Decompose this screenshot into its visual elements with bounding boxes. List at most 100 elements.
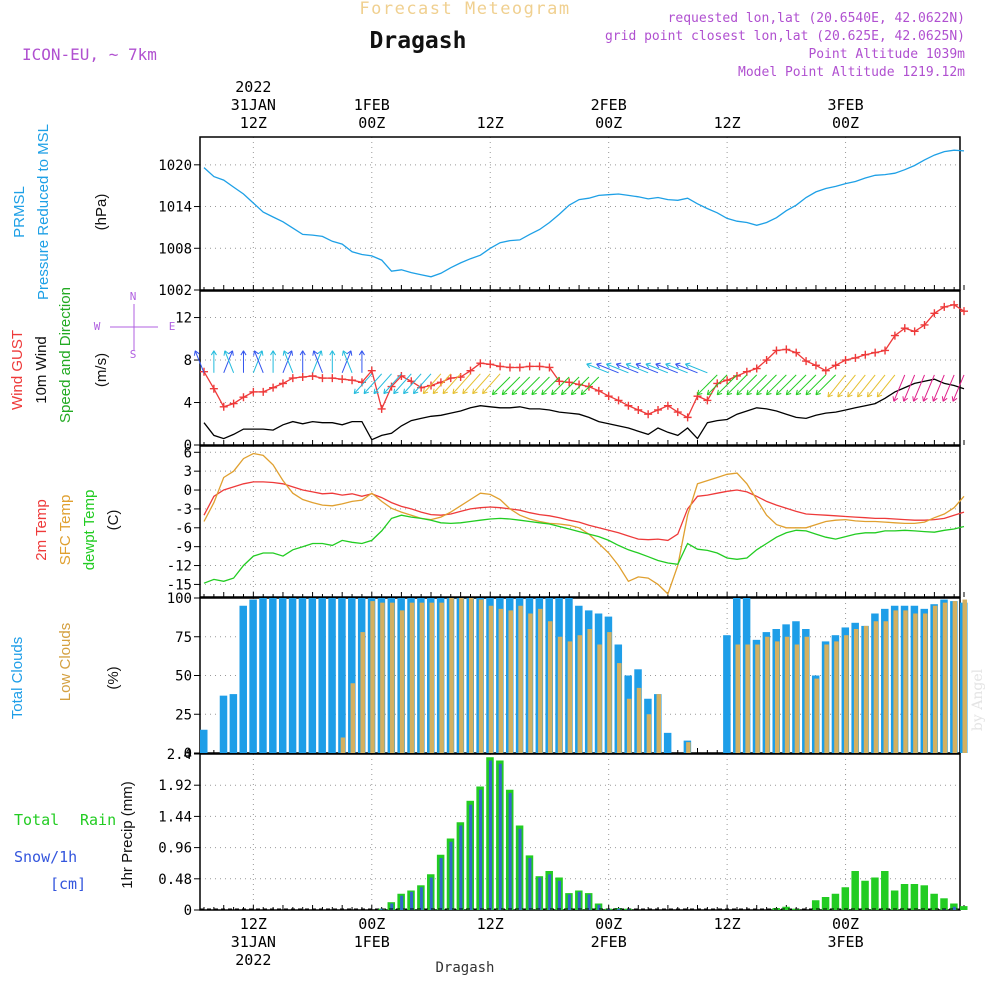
bottom-axis-label: 00Z (832, 915, 859, 933)
snow-bar (380, 908, 384, 910)
total-cloud-bar (663, 732, 672, 753)
wind-arrow (253, 350, 264, 373)
pressure-frame (199, 136, 961, 291)
pressure-ytick-label: 1008 (158, 241, 192, 257)
wind-arrow-head (805, 389, 811, 396)
low-cloud-bar (923, 613, 928, 753)
wind-arrow-head (696, 389, 703, 396)
wind-arrow (432, 373, 452, 394)
temp-dewpt-label: dewpt Temp (81, 490, 98, 571)
wind-arrow (586, 363, 609, 374)
snow-bar (538, 877, 542, 910)
wind-arrow-head (253, 350, 259, 356)
low-cloud-bar (626, 698, 632, 753)
gust-marker (525, 362, 534, 371)
wind-arrow (521, 376, 540, 395)
wind-arrow-head (501, 389, 508, 396)
snow-bar (429, 877, 433, 910)
gust-marker (683, 413, 692, 422)
gust-marker (782, 345, 791, 354)
snow-bar (548, 874, 552, 910)
wind-arrow (913, 374, 925, 402)
gust-marker (881, 346, 890, 355)
total-cloud-bar (278, 598, 287, 753)
wind-arrow (697, 374, 718, 396)
rain-label: Rain (80, 811, 116, 829)
gust-marker (476, 359, 485, 368)
gust-marker (446, 374, 455, 383)
gust-marker (732, 371, 741, 380)
wind-arrow-head (795, 389, 802, 396)
wind-arrow-head (922, 396, 928, 402)
low-cloud-bar (488, 605, 494, 753)
gust-marker (802, 357, 811, 366)
wind-arrow (922, 374, 935, 402)
wind-arrow-head (422, 388, 429, 395)
wind-arrow-head (876, 391, 883, 398)
temp-ytick-label: 0 (184, 483, 192, 499)
rain-bar (851, 871, 859, 910)
wind-arrow (893, 374, 906, 402)
low-cloud-bar (765, 636, 770, 753)
wind-arrow (616, 363, 639, 374)
wind-arrow (736, 374, 758, 396)
wind-arrow (876, 374, 896, 398)
wind-arrow-head (363, 388, 369, 395)
pressure-panel: 1002 1008 1014 1020 (158, 136, 965, 299)
wind-arrow-head (452, 388, 458, 395)
low-cloud-bar (340, 737, 346, 753)
compass-rose: N W E S (94, 290, 176, 361)
wind-arrow-head (240, 350, 247, 356)
temp-ytick-label: -12 (167, 559, 192, 575)
wind-arrow-head (912, 396, 918, 402)
prmsl-label: PRMSL (11, 186, 28, 238)
gust-marker (940, 302, 949, 311)
clouds-panel: 0 25 50 75 100 (167, 591, 968, 762)
wind-arrow (857, 374, 876, 398)
gust-marker (930, 309, 939, 318)
wind-arrow (795, 374, 817, 396)
low-cloud-bar (350, 683, 356, 753)
wind-arrow-head (353, 388, 360, 395)
snow-bar (498, 763, 502, 910)
low-cloud-bar (873, 621, 879, 753)
gust-marker (654, 405, 663, 414)
low-cloud-bar (942, 602, 948, 753)
temp-ytick-label: 3 (184, 464, 192, 480)
wind-arrow-head (341, 350, 348, 356)
snow-bar (617, 908, 621, 910)
pressure-panel-labels: PRMSL Pressure Reduced to MSL (hPa) (11, 124, 110, 300)
wind-arrow-head (892, 396, 899, 402)
low-cloud-bar (834, 641, 839, 753)
snow-bar (439, 858, 443, 910)
wind-arrow (665, 363, 688, 374)
wind-arrow (442, 373, 461, 394)
low-cloud-bar (478, 599, 484, 753)
compass-e: E (169, 320, 176, 333)
wind-ytick-label: 4 (184, 396, 192, 412)
low-clouds-label: Low Clouds (57, 623, 74, 701)
wind-arrow-head (442, 388, 448, 395)
bottom-axis-label: 12Z (477, 915, 504, 933)
gust-marker (505, 363, 514, 372)
low-cloud-bar (784, 636, 790, 753)
wind-arrow (283, 350, 294, 373)
wind-arrow-head (511, 389, 518, 396)
wind-line (203, 378, 965, 441)
low-cloud-bar (932, 605, 938, 753)
wind-arrow-head (223, 350, 230, 356)
gust-marker (555, 377, 564, 386)
gust-marker (920, 320, 929, 329)
wind-arrow (867, 374, 886, 398)
clouds-ytick-label: 75 (175, 630, 192, 646)
wind-arrow (766, 374, 787, 396)
low-cloud-bar (498, 608, 504, 753)
wind-arrow (194, 350, 205, 373)
gust-marker (535, 362, 544, 371)
gust-marker (377, 404, 386, 413)
snow-bar (607, 909, 611, 910)
low-cloud-bar (429, 602, 435, 753)
watermark: by Angel (970, 668, 986, 731)
low-cloud-bar (409, 602, 415, 753)
wind-arrow (903, 374, 916, 402)
